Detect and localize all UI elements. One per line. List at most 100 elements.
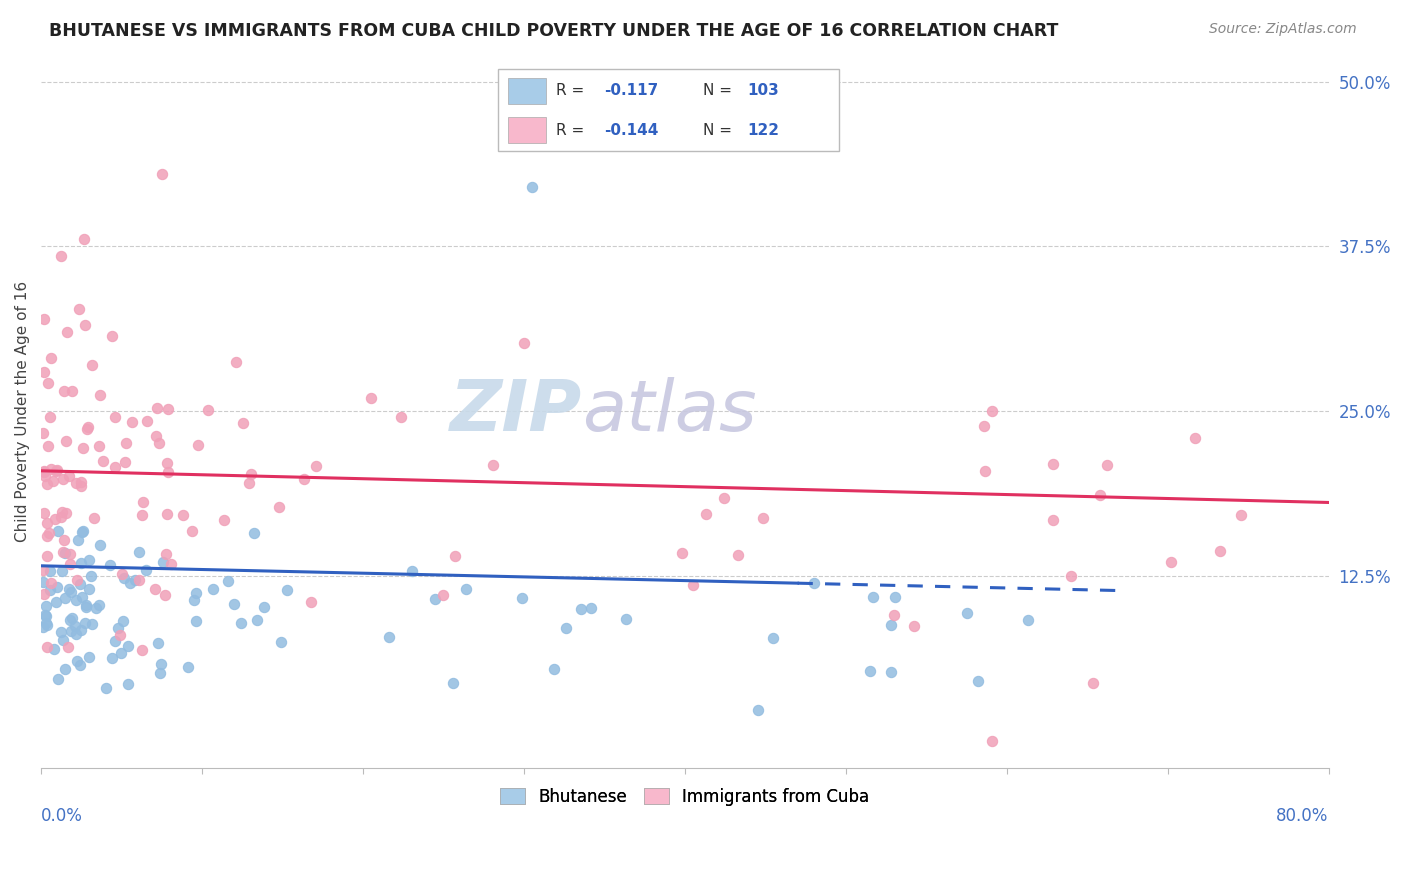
Point: [128, 545, 150, 559]
Point: [543, 662, 565, 676]
Point: [131, 508, 153, 522]
Point: [76, 422, 98, 436]
Point: [72, 524, 94, 539]
Point: [180, 524, 202, 538]
Point: [242, 525, 264, 540]
Point: [34, 607, 56, 622]
Point: [31, 620, 53, 634]
Point: [1209, 544, 1232, 558]
Point: [149, 666, 172, 681]
Point: [45, 464, 67, 478]
Point: [120, 575, 142, 590]
Point: [111, 615, 134, 629]
Point: [510, 591, 533, 605]
Point: [35, 516, 58, 530]
Point: [146, 401, 169, 415]
Point: [253, 599, 276, 614]
Point: [84, 601, 107, 615]
Point: [150, 167, 173, 181]
Point: [152, 555, 174, 569]
Point: [69, 624, 91, 638]
Point: [110, 647, 132, 661]
Point: [803, 576, 825, 591]
Point: [101, 650, 124, 665]
Point: [135, 414, 157, 428]
Text: atlas: atlas: [582, 377, 756, 446]
Point: [1184, 431, 1206, 445]
Point: [1095, 458, 1118, 472]
Point: [880, 618, 903, 632]
Point: [143, 582, 166, 596]
Point: [520, 180, 543, 194]
Point: [903, 619, 925, 633]
Text: 80.0%: 80.0%: [1277, 807, 1329, 825]
Point: [59, 585, 82, 599]
Point: [55, 506, 77, 520]
Point: [1017, 613, 1039, 627]
Point: [231, 615, 253, 630]
Point: [37, 439, 59, 453]
Point: [432, 588, 454, 602]
Point: [980, 403, 1002, 417]
Point: [39, 564, 62, 578]
Point: [45, 580, 67, 594]
Point: [94, 681, 117, 695]
Point: [60, 624, 83, 639]
Point: [682, 578, 704, 592]
Point: [34, 469, 56, 483]
Point: [48, 672, 70, 686]
Point: [39, 576, 62, 591]
Point: [76, 420, 98, 434]
Point: [239, 467, 262, 482]
Point: [441, 676, 464, 690]
Point: [187, 438, 209, 452]
Point: [246, 613, 269, 627]
Point: [1042, 512, 1064, 526]
Text: BHUTANESE VS IMMIGRANTS FROM CUBA CHILD POVERTY UNDER THE AGE OF 16 CORRELATION : BHUTANESE VS IMMIGRANTS FROM CUBA CHILD …: [49, 22, 1059, 40]
Point: [104, 633, 127, 648]
Point: [73, 615, 96, 630]
Point: [579, 601, 602, 615]
Point: [73, 318, 96, 332]
Point: [52, 545, 75, 559]
Point: [59, 547, 82, 561]
Point: [35, 529, 58, 543]
Point: [423, 591, 446, 606]
Point: [859, 664, 882, 678]
Point: [69, 658, 91, 673]
Point: [35, 476, 58, 491]
Point: [1059, 569, 1081, 583]
Point: [112, 571, 135, 585]
Point: [299, 595, 322, 609]
Point: [157, 402, 180, 417]
Point: [197, 402, 219, 417]
Point: [1160, 555, 1182, 569]
Point: [177, 659, 200, 673]
Point: [111, 567, 134, 582]
Point: [37, 618, 59, 632]
Point: [58, 582, 80, 596]
Point: [128, 573, 150, 587]
Point: [51, 505, 73, 519]
Point: [232, 416, 254, 430]
Point: [39, 410, 62, 425]
Point: [75, 598, 97, 612]
Point: [482, 458, 505, 472]
Point: [292, 472, 315, 486]
Point: [31, 574, 53, 589]
Point: [39, 583, 62, 598]
Point: [695, 507, 717, 521]
Point: [53, 533, 76, 548]
Point: [135, 563, 157, 577]
Point: [39, 351, 62, 365]
Point: [456, 582, 478, 597]
Point: [747, 703, 769, 717]
Point: [101, 328, 124, 343]
Point: [67, 533, 90, 547]
Point: [89, 388, 111, 402]
Point: [131, 642, 153, 657]
Point: [104, 409, 127, 424]
Point: [305, 458, 328, 473]
Point: [148, 636, 170, 650]
Point: [52, 472, 75, 486]
